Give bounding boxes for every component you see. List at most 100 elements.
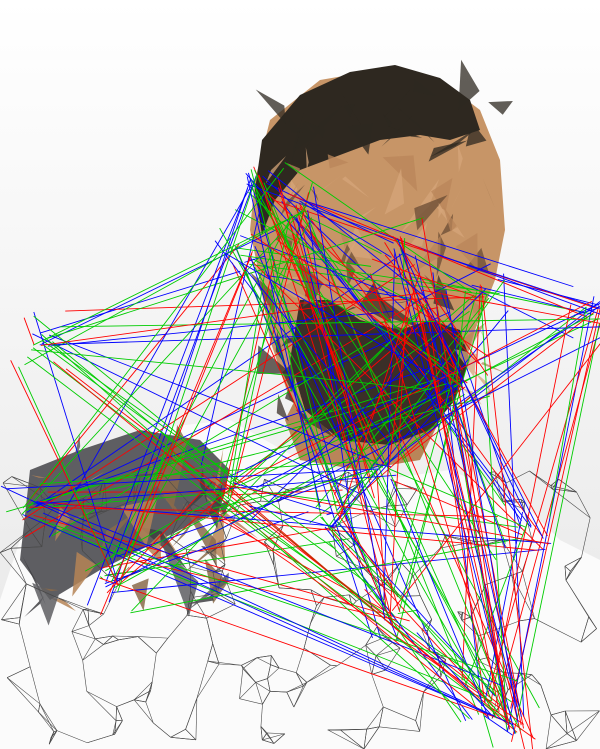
- mesh-edge: [531, 674, 542, 686]
- mesh-edge: [564, 710, 577, 741]
- overlay-line: [413, 307, 490, 358]
- mesh-edge: [255, 682, 263, 705]
- overlay-line: [39, 270, 241, 334]
- mesh-edge: [469, 584, 486, 618]
- overlay-line: [24, 212, 300, 366]
- overlay-line: [254, 266, 522, 731]
- overlay-line: [5, 468, 379, 490]
- overlay-line: [324, 526, 473, 720]
- mesh-edge: [324, 594, 350, 598]
- overlay-line: [284, 162, 473, 294]
- mesh-edge: [550, 710, 566, 716]
- mesh-edge: [169, 513, 181, 538]
- facet: [359, 281, 393, 325]
- overlay-line: [445, 289, 519, 723]
- overlay-line: [24, 299, 420, 538]
- mesh-edge: [83, 608, 89, 610]
- facet: [342, 234, 360, 270]
- facet: [442, 205, 457, 232]
- overlay-line: [399, 244, 532, 527]
- overlay-line: [22, 514, 509, 723]
- facet: [303, 120, 326, 139]
- overlay-line: [18, 366, 118, 584]
- facet: [383, 89, 410, 118]
- facet: [388, 300, 410, 304]
- mesh-edge: [156, 637, 169, 654]
- overlay-line: [231, 262, 394, 625]
- mesh-edge: [88, 625, 96, 639]
- mesh-edge: [48, 731, 55, 745]
- facet: [465, 121, 487, 147]
- facet: [480, 361, 509, 375]
- overlay-line: [416, 632, 492, 715]
- mesh-edge: [255, 682, 271, 692]
- facet: [440, 213, 454, 236]
- mesh-edge: [187, 614, 207, 619]
- mesh-edge: [366, 726, 380, 730]
- mesh-edge: [71, 609, 84, 632]
- mesh-edge: [133, 699, 154, 724]
- mesh-edge: [437, 652, 446, 660]
- overlay-line: [47, 310, 394, 347]
- overlay-line: [427, 307, 439, 310]
- overlay-line: [481, 707, 494, 748]
- overlay-line: [29, 311, 450, 511]
- mesh-edge: [206, 603, 236, 619]
- mesh-edge: [349, 594, 357, 602]
- facet: [72, 551, 96, 597]
- overlay-line: [219, 227, 497, 719]
- mesh-edge: [112, 720, 117, 735]
- mesh-edge: [255, 678, 268, 683]
- mesh-edge: [565, 557, 582, 581]
- overlay-line: [86, 187, 249, 606]
- overlay-line: [33, 311, 119, 583]
- overlay-line: [229, 212, 292, 499]
- overlay-line: [464, 521, 529, 688]
- facet: [381, 115, 413, 147]
- mesh-edge: [2, 482, 31, 531]
- mesh-edge: [306, 664, 331, 683]
- mesh-edge: [580, 628, 597, 643]
- overlay-line: [106, 492, 201, 594]
- facet: [83, 471, 105, 487]
- mesh-edge: [100, 481, 106, 512]
- facet: [318, 396, 323, 400]
- overlay-line: [256, 383, 458, 488]
- overlay-line: [288, 193, 588, 318]
- mesh-edge: [116, 699, 135, 707]
- overlay-line: [22, 264, 415, 521]
- mesh-edge: [264, 479, 279, 502]
- facet: [304, 174, 343, 204]
- overlay-line: [398, 253, 518, 708]
- overlay-line: [37, 492, 228, 509]
- mesh-edge: [260, 726, 263, 740]
- overlay-line: [327, 279, 505, 528]
- overlay-line: [337, 513, 399, 598]
- overlay-line: [257, 175, 401, 613]
- mesh-edge: [475, 539, 502, 542]
- overlay-line: [31, 349, 432, 390]
- facet: [411, 235, 441, 274]
- mesh-edge: [363, 729, 367, 749]
- facet: [457, 144, 463, 173]
- facet: [311, 358, 319, 379]
- overlay-line: [313, 186, 386, 621]
- facet: [131, 578, 149, 612]
- overlay-line: [42, 340, 336, 550]
- overlay-line: [27, 506, 498, 518]
- overlay-line: [113, 394, 465, 589]
- mesh-edge: [366, 706, 384, 730]
- mesh-edge: [29, 666, 41, 704]
- overlay-line: [298, 203, 543, 537]
- facet: [387, 125, 423, 138]
- overlay-line: [214, 240, 385, 464]
- overlay-line: [277, 239, 465, 390]
- mesh-edge: [564, 566, 567, 581]
- mesh-edge: [564, 710, 568, 734]
- mesh-edge: [210, 545, 222, 553]
- overlay-line: [432, 272, 483, 707]
- overlay-line: [490, 304, 572, 701]
- mesh-edge: [310, 597, 325, 624]
- facet: [436, 205, 451, 225]
- mesh-edge: [239, 698, 263, 705]
